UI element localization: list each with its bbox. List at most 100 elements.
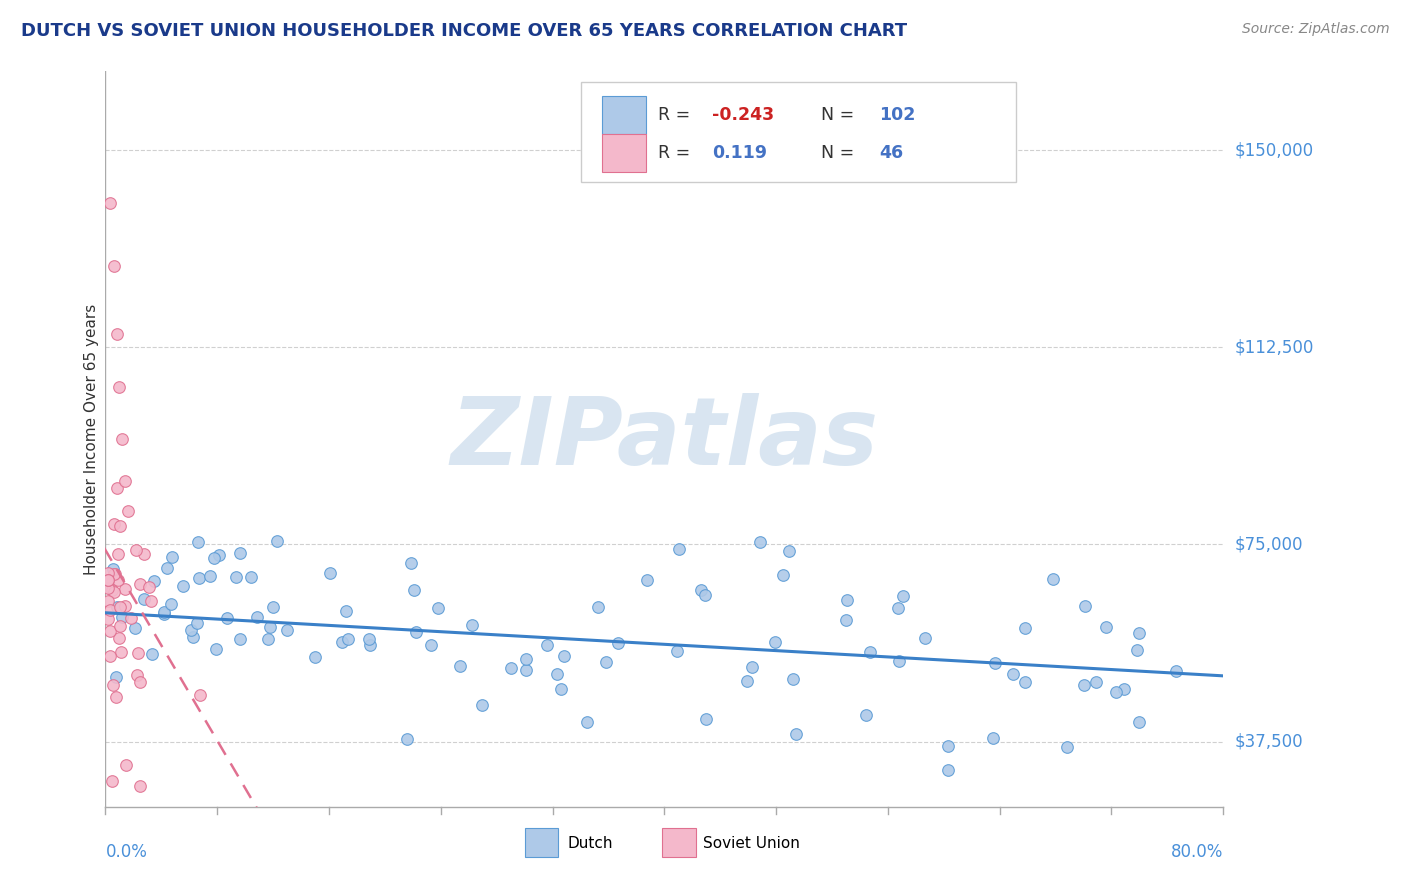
Point (359, 638, 381, 652)
Point (546, 666, 568, 681)
Point (276, 623, 298, 637)
Point (105, 599, 128, 614)
Point (98, 648, 121, 663)
Point (97, 574, 120, 588)
Point (1128, 714, 1150, 729)
Point (225, 570, 247, 584)
Point (1126, 642, 1149, 657)
Point (107, 573, 129, 587)
Point (1002, 667, 1025, 681)
Text: ZIPatlas: ZIPatlas (450, 393, 879, 485)
Point (782, 673, 804, 687)
Point (208, 548, 231, 562)
Text: N =: N = (821, 106, 853, 124)
Point (114, 475, 136, 489)
Point (259, 620, 281, 634)
Point (142, 574, 165, 588)
Point (835, 613, 858, 627)
Point (887, 601, 910, 615)
FancyBboxPatch shape (581, 82, 1017, 182)
Point (449, 659, 471, 673)
Point (139, 594, 162, 608)
Point (172, 578, 194, 592)
Point (138, 580, 160, 594)
Point (98, 195, 121, 210)
Text: $37,500: $37,500 (1234, 732, 1303, 750)
Point (103, 566, 125, 581)
Point (108, 380, 131, 394)
Point (1056, 740, 1078, 755)
Point (97, 594, 120, 608)
Point (1014, 675, 1036, 690)
Point (983, 657, 1005, 671)
Point (129, 674, 152, 689)
Point (330, 634, 353, 648)
Text: Dutch: Dutch (567, 836, 613, 851)
Bar (602, 95, 647, 134)
Point (204, 550, 226, 565)
Point (1073, 678, 1095, 692)
Text: DUTCH VS SOVIET UNION HOUSEHOLDER INCOME OVER 65 YEARS CORRELATION CHART: DUTCH VS SOVIET UNION HOUSEHOLDER INCOME… (21, 22, 907, 40)
Point (180, 623, 202, 637)
Point (125, 543, 148, 558)
Point (141, 647, 163, 661)
Point (111, 433, 134, 447)
Point (1166, 664, 1188, 678)
Point (499, 661, 522, 675)
Point (101, 562, 124, 576)
Point (129, 779, 152, 793)
Point (156, 561, 179, 575)
Point (471, 698, 494, 712)
Point (419, 638, 441, 652)
Point (855, 708, 877, 723)
Text: N =: N = (821, 144, 853, 162)
Point (105, 690, 128, 705)
Point (103, 677, 125, 691)
Point (936, 764, 959, 778)
Text: $112,500: $112,500 (1234, 338, 1313, 356)
Point (186, 616, 208, 631)
Point (187, 534, 209, 549)
Point (120, 611, 142, 625)
Point (668, 541, 690, 556)
Point (595, 655, 617, 669)
Point (114, 582, 136, 596)
Point (515, 652, 537, 666)
Point (134, 547, 156, 561)
Point (1014, 621, 1036, 635)
Point (737, 674, 759, 689)
Point (103, 259, 125, 273)
Point (859, 645, 882, 659)
Point (104, 566, 127, 581)
Point (396, 731, 419, 746)
Bar (524, 828, 558, 857)
Point (111, 609, 134, 624)
Point (105, 327, 128, 342)
Point (335, 604, 357, 618)
Point (399, 556, 422, 570)
Point (103, 585, 125, 599)
Point (105, 481, 128, 495)
Point (586, 600, 609, 615)
Point (97, 581, 120, 595)
Point (693, 588, 716, 602)
Point (132, 592, 155, 607)
Point (575, 714, 598, 729)
Point (187, 571, 209, 585)
Point (127, 646, 149, 660)
Text: 46: 46 (879, 144, 903, 162)
Point (1128, 626, 1150, 640)
Point (304, 649, 326, 664)
Point (426, 601, 449, 615)
Point (1114, 681, 1136, 696)
Point (114, 599, 136, 614)
Text: Soviet Union: Soviet Union (703, 836, 800, 851)
Point (337, 632, 360, 646)
Text: -0.243: -0.243 (713, 106, 775, 124)
Text: R =: R = (658, 106, 690, 124)
Point (98, 603, 121, 617)
Point (256, 632, 278, 646)
Point (763, 635, 786, 649)
Point (98, 624, 121, 638)
Point (636, 573, 658, 587)
